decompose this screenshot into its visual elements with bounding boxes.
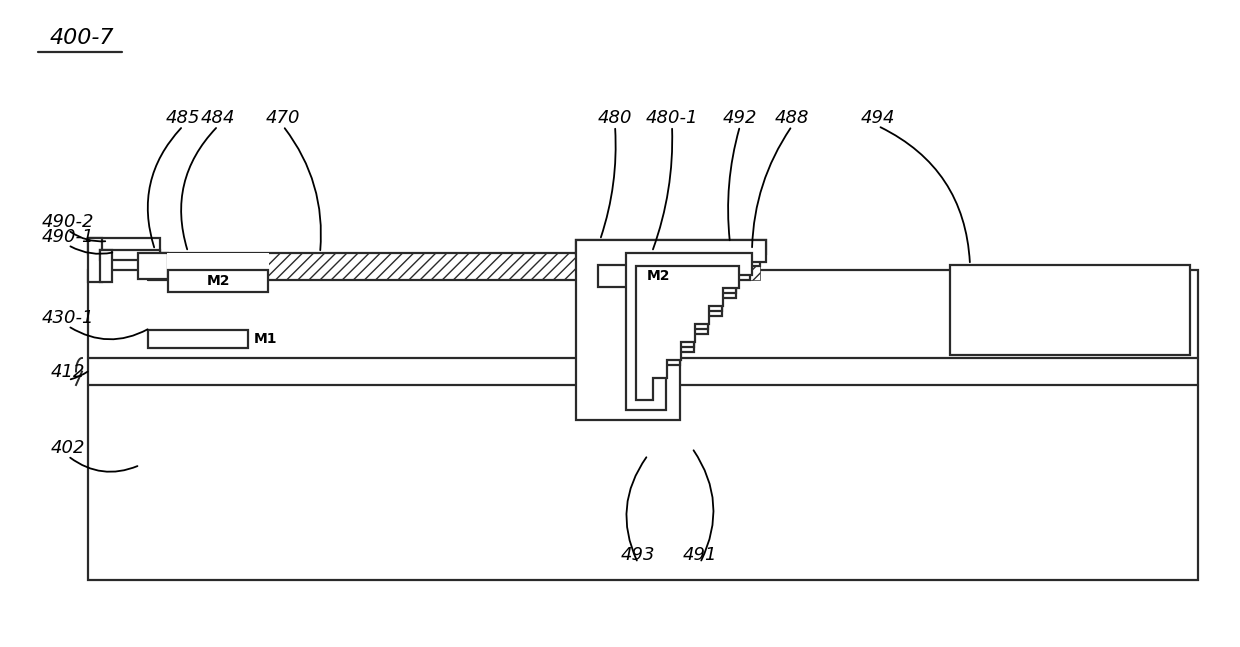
- Bar: [88, 238, 160, 254]
- Bar: [100, 250, 112, 282]
- Bar: [598, 265, 718, 287]
- Bar: [591, 252, 760, 266]
- Text: M1: M1: [254, 332, 278, 346]
- Bar: [950, 265, 1190, 355]
- Text: 430-1: 430-1: [42, 309, 94, 327]
- Bar: [138, 253, 167, 279]
- Text: 480-1: 480-1: [646, 109, 698, 127]
- Text: 492: 492: [723, 109, 758, 127]
- Polygon shape: [577, 240, 766, 420]
- Text: 480: 480: [598, 109, 632, 127]
- Bar: [577, 240, 766, 254]
- Text: 493: 493: [621, 546, 655, 564]
- Polygon shape: [636, 266, 739, 400]
- Polygon shape: [626, 253, 751, 410]
- Text: 490-2: 490-2: [42, 213, 94, 231]
- Text: 470: 470: [265, 109, 300, 127]
- Bar: [167, 270, 268, 292]
- Text: M2: M2: [646, 269, 670, 283]
- Bar: [100, 250, 160, 260]
- Text: 402: 402: [51, 439, 86, 457]
- Text: 494: 494: [861, 109, 895, 127]
- Text: 400-7: 400-7: [50, 28, 114, 48]
- Text: 491: 491: [683, 546, 717, 564]
- Text: 485: 485: [166, 109, 200, 127]
- Bar: [167, 253, 269, 280]
- Bar: [148, 253, 720, 280]
- Bar: [148, 330, 248, 348]
- Text: 488: 488: [775, 109, 810, 127]
- Polygon shape: [591, 253, 598, 280]
- Text: 484: 484: [201, 109, 236, 127]
- Bar: [88, 270, 1198, 580]
- Text: M2: M2: [206, 274, 229, 288]
- Bar: [596, 253, 718, 282]
- Text: 412: 412: [51, 363, 86, 381]
- Text: 490-1: 490-1: [42, 228, 94, 246]
- Polygon shape: [718, 253, 760, 280]
- Bar: [88, 238, 102, 282]
